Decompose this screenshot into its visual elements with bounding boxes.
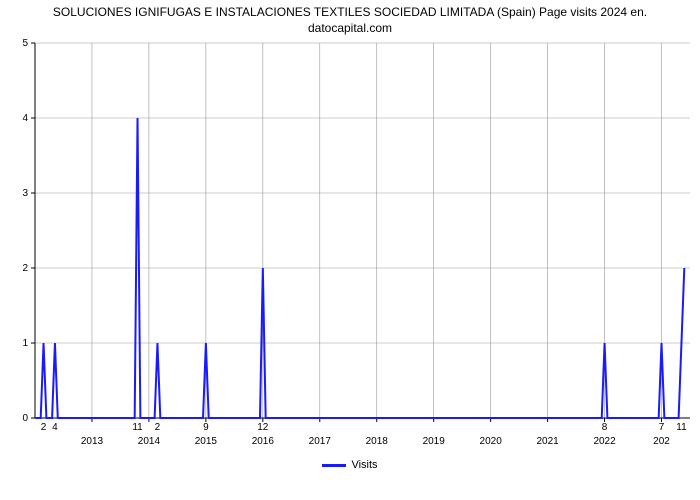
y-tick-label: 5 [22, 38, 28, 49]
y-tick-label: 2 [22, 263, 28, 274]
y-tick-label: 1 [22, 338, 28, 349]
x-month-label: 7 [659, 422, 665, 433]
x-year-label: 2017 [309, 436, 332, 447]
x-year-label: 2022 [593, 436, 616, 447]
x-month-label: 2 [41, 422, 47, 433]
legend-label: Visits [351, 459, 377, 471]
plot-area: 0123452411291287112013201420152016201720… [5, 38, 695, 453]
x-month-label: 9 [203, 422, 209, 433]
x-month-label: 12 [257, 422, 269, 433]
y-tick-label: 0 [22, 413, 28, 424]
x-year-label: 2018 [366, 436, 389, 447]
chart-container: SOLUCIONES IGNIFUGAS E INSTALACIONES TEX… [0, 0, 700, 500]
chart-svg: 0123452411291287112013201420152016201720… [5, 38, 695, 453]
chart-title: SOLUCIONES IGNIFUGAS E INSTALACIONES TEX… [5, 5, 695, 36]
x-month-label: 8 [602, 422, 608, 433]
title-line-1: SOLUCIONES IGNIFUGAS E INSTALACIONES TEX… [53, 5, 647, 19]
x-year-label: 2020 [480, 436, 503, 447]
x-year-label: 2021 [536, 436, 559, 447]
legend: Visits [5, 459, 695, 471]
x-year-label: 2013 [81, 436, 104, 447]
x-year-label: 202 [653, 436, 670, 447]
x-month-label: 2 [155, 422, 161, 433]
x-year-label: 2016 [252, 436, 275, 447]
y-tick-label: 3 [22, 188, 28, 199]
title-line-2: datocapital.com [308, 21, 392, 35]
x-year-label: 2015 [195, 436, 218, 447]
y-tick-label: 4 [22, 113, 28, 124]
x-year-label: 2014 [138, 436, 161, 447]
x-month-label: 4 [52, 422, 58, 433]
legend-swatch [322, 464, 346, 467]
x-month-label: 11 [132, 422, 143, 433]
x-month-label: 11 [676, 422, 687, 433]
x-year-label: 2019 [423, 436, 446, 447]
